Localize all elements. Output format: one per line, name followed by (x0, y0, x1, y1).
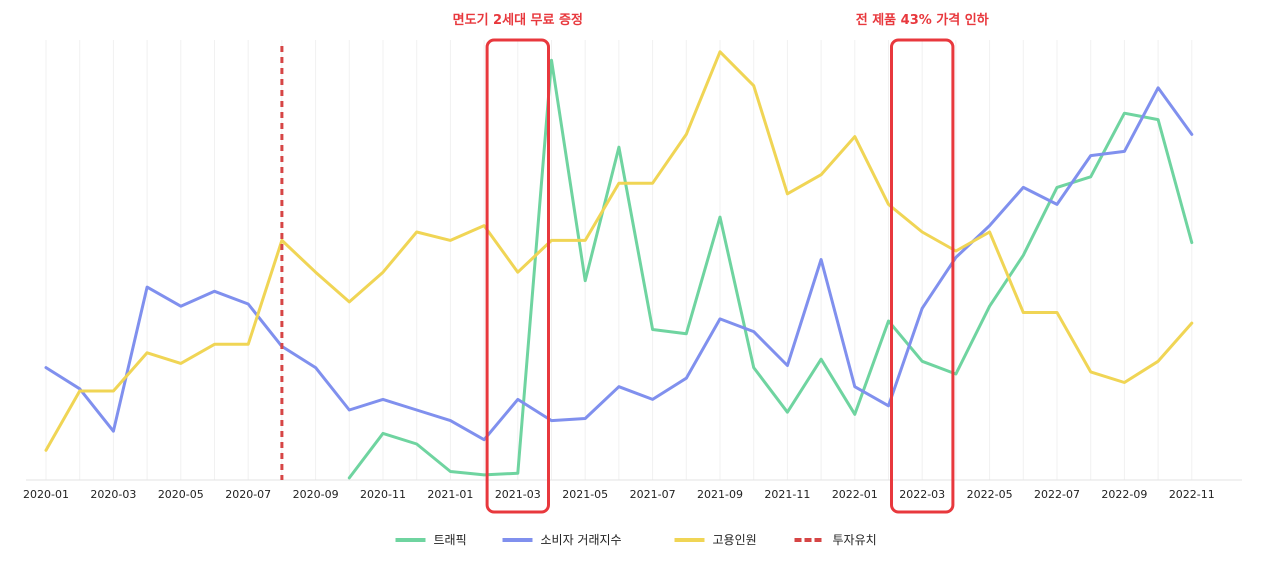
annotation-box-2 (890, 38, 955, 514)
x-tick-label: 2020-07 (225, 488, 271, 501)
series-line-1 (347, 58, 1194, 480)
annotation-label-2: 전 제품 43% 가격 인하 (856, 12, 989, 28)
grid-lines (45, 40, 1193, 480)
annotation-label-1: 면도기 2세대 무료 증정 (453, 12, 583, 28)
legend-label: 투자유치 (833, 533, 877, 547)
x-tick-label: 2021-09 (697, 488, 743, 501)
legend-label: 트래픽 (434, 533, 467, 547)
x-tick-label: 2022-11 (1169, 488, 1215, 501)
x-axis: 2020-01 2020-03 2020-05 2020-07 2020-09 2020-… (23, 479, 1242, 501)
annotation-layer: 면도기 2세대 무료 증정 전 제품 43% 가격 인하 (453, 12, 989, 514)
series-line-2 (44, 86, 1194, 442)
series-layer (44, 50, 1194, 480)
x-tick-label: 2020-11 (360, 488, 406, 501)
legend-item: 소비자 거래지수 (502, 533, 622, 547)
x-tick-label: 2021-01 (427, 488, 473, 501)
x-tick-label: 2022-03 (899, 488, 945, 501)
legend-label: 고용인원 (713, 533, 757, 547)
x-tick-label: 2020-03 (90, 488, 136, 501)
series-line-3 (44, 50, 1194, 452)
x-tick-label: 2022-01 (832, 488, 878, 501)
x-tick-label: 2022-05 (967, 488, 1013, 501)
legend: 트래픽 소비자 거래지수 고용인원 투자유치 (395, 533, 877, 547)
x-tick-label: 2022-09 (1101, 488, 1147, 501)
legend-item: 고용인원 (674, 533, 757, 547)
legend-item: 트래픽 (395, 533, 467, 547)
x-tick-label: 2020-05 (158, 488, 204, 501)
x-tick-label: 2020-09 (293, 488, 339, 501)
x-tick-label: 2021-03 (495, 488, 541, 501)
x-tick-label: 2021-05 (562, 488, 608, 501)
x-tick-label: 2022-07 (1034, 488, 1080, 501)
x-tick-label: 2021-11 (764, 488, 810, 501)
legend-item: 투자유치 (794, 533, 877, 547)
legend-label: 소비자 거래지수 (541, 533, 622, 547)
annotation-box-1 (485, 38, 551, 514)
x-tick-label: 2021-07 (630, 488, 676, 501)
x-tick-label: 2020-01 (23, 488, 69, 501)
